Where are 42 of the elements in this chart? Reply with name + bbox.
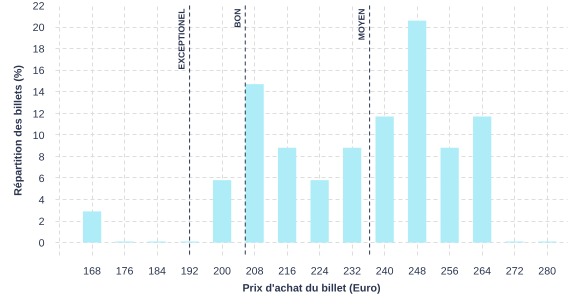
y-tick-label: 18 bbox=[32, 44, 45, 56]
bar bbox=[408, 20, 426, 243]
bar bbox=[440, 148, 459, 243]
bar bbox=[212, 180, 232, 243]
y-tick-label: 2 bbox=[38, 216, 45, 228]
y-axis-title: Répartition des billets (%) bbox=[12, 64, 25, 196]
y-tick-label: 14 bbox=[32, 86, 45, 99]
bar bbox=[376, 116, 394, 243]
x-tick-label: 280 bbox=[538, 266, 556, 278]
y-tick-label: 6 bbox=[38, 172, 45, 185]
x-axis-title: Prix d'achat du billet (Euro) bbox=[242, 282, 382, 294]
bar bbox=[342, 148, 362, 243]
bar bbox=[245, 84, 264, 243]
y-tick-label: 10 bbox=[32, 130, 45, 142]
x-tick-label: 264 bbox=[473, 266, 492, 278]
bar bbox=[473, 116, 492, 243]
bar bbox=[82, 211, 102, 243]
bar bbox=[278, 148, 296, 243]
y-tick-label: 8 bbox=[38, 151, 45, 164]
x-tick-label: 272 bbox=[506, 266, 524, 278]
y-tick-label: 16 bbox=[32, 65, 45, 78]
x-tick-label: 208 bbox=[246, 266, 264, 278]
x-tick-label: 184 bbox=[148, 266, 166, 278]
x-tick-label: 232 bbox=[343, 266, 362, 278]
x-tick-label: 176 bbox=[116, 266, 134, 278]
x-tick-label: 192 bbox=[180, 266, 199, 278]
ref-line-label: EXCEPTIONEL bbox=[176, 8, 187, 70]
y-tick-label: 4 bbox=[38, 194, 45, 206]
x-tick-label: 248 bbox=[408, 266, 426, 278]
y-tick-label: 22 bbox=[32, 0, 45, 12]
x-tick-label: 216 bbox=[278, 266, 296, 278]
x-tick-label: 200 bbox=[213, 266, 232, 278]
ref-line-label: MOYEN bbox=[356, 8, 367, 40]
bar bbox=[310, 180, 329, 243]
y-tick-label: 0 bbox=[38, 238, 45, 250]
y-tick-label: 20 bbox=[32, 22, 45, 34]
y-tick-label: 12 bbox=[32, 108, 45, 120]
x-tick-label: 240 bbox=[376, 266, 394, 278]
x-tick-label: 224 bbox=[310, 266, 329, 278]
x-tick-label: 256 bbox=[440, 266, 459, 278]
x-tick-label: 168 bbox=[83, 266, 102, 278]
ref-line-label: BON bbox=[232, 8, 242, 28]
